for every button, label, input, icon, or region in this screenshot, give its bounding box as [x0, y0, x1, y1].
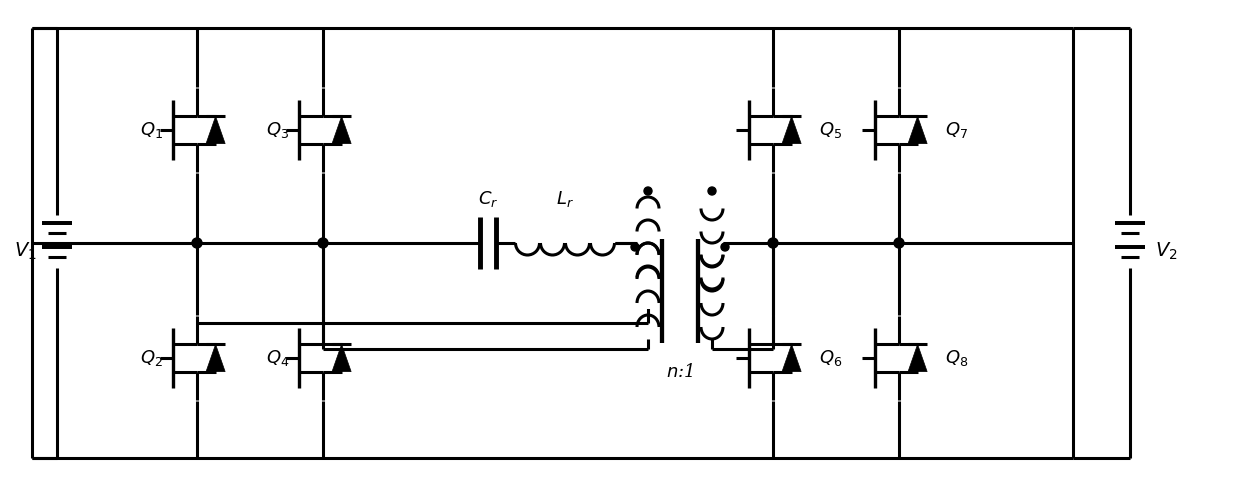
Circle shape: [318, 238, 328, 248]
Text: $Q_6$: $Q_6$: [819, 348, 843, 368]
Circle shape: [707, 187, 716, 195]
Text: $Q_2$: $Q_2$: [140, 348, 164, 368]
Text: $Q_1$: $Q_1$: [140, 120, 164, 140]
Polygon shape: [332, 116, 351, 144]
Text: $V_1$: $V_1$: [14, 241, 36, 262]
Polygon shape: [206, 344, 225, 372]
Text: $n$:1: $n$:1: [667, 363, 694, 381]
Text: $Q_8$: $Q_8$: [945, 348, 969, 368]
Polygon shape: [908, 116, 927, 144]
Text: $Q_4$: $Q_4$: [265, 348, 289, 368]
Bar: [628, 177, 752, 309]
Text: $C_r$: $C_r$: [478, 189, 498, 209]
Polygon shape: [908, 344, 927, 372]
Text: $V_2$: $V_2$: [1155, 241, 1177, 262]
Circle shape: [895, 238, 904, 248]
Polygon shape: [782, 344, 802, 372]
Polygon shape: [782, 116, 802, 144]
Text: $Q_3$: $Q_3$: [266, 120, 289, 140]
Polygon shape: [332, 344, 351, 372]
Text: $L_r$: $L_r$: [556, 189, 574, 209]
Text: $Q_7$: $Q_7$: [945, 120, 968, 140]
Circle shape: [631, 243, 639, 251]
Circle shape: [644, 187, 652, 195]
Circle shape: [768, 238, 778, 248]
Circle shape: [192, 238, 202, 248]
Bar: [610, 238, 673, 248]
Text: $Q_5$: $Q_5$: [819, 120, 843, 140]
Polygon shape: [206, 116, 225, 144]
Circle shape: [721, 243, 729, 251]
